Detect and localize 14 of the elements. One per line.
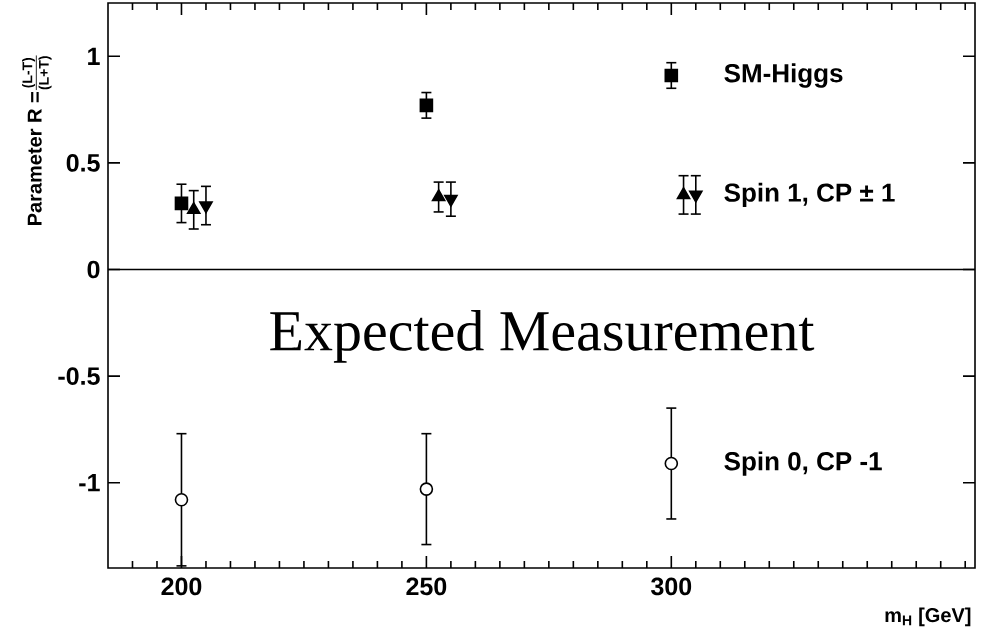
annotation: Expected Measurement — [270, 310, 815, 363]
y-tick-label: 0.5 — [66, 154, 100, 172]
series-label: Spin 1, CP ± 1 — [724, 182, 895, 207]
x-tick-label: 200 — [161, 577, 202, 596]
y-tick-label: -1 — [79, 474, 100, 492]
series-label: Spin 0, CP -1 — [724, 451, 882, 476]
y-tick-label: 0 — [87, 260, 100, 279]
y-tick-label: 1 — [88, 47, 100, 65]
series-label: SM-Higgs — [724, 63, 843, 88]
x-tick-label: 250 — [406, 577, 447, 596]
x-axis-title: m$_{H}$ [GeV] — [885, 607, 971, 627]
x-tick-label: 300 — [651, 577, 692, 596]
y-tick-label: -0.5 — [58, 367, 100, 385]
y-axis-title: $\text{Parameter R =} \frac{\text{(L-T)}}{\text{(L+T)}}$ — [22, 55, 52, 225]
